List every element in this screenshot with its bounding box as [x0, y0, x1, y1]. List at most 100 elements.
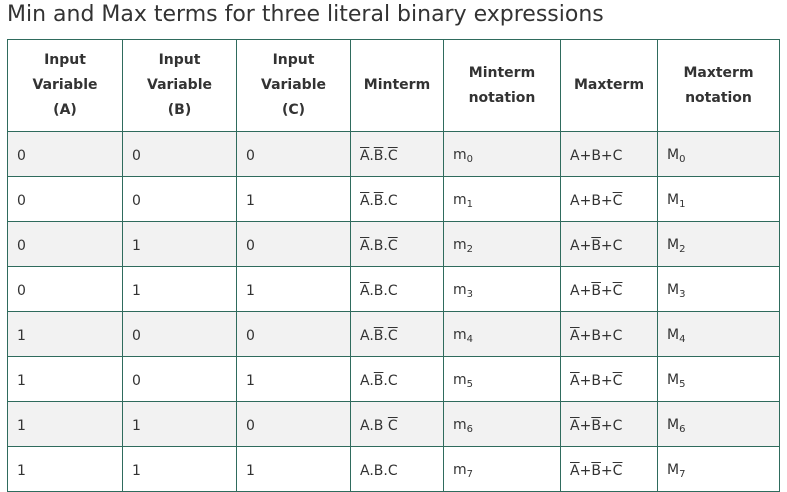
complemented-literal: C [612, 462, 623, 479]
expression-symbol: A [360, 327, 370, 344]
column-header: Input Variable (C) [236, 39, 351, 132]
table-row: 0 1 0 A.B.C m2 A+B+C M2 [7, 221, 780, 267]
maxterm-cell: A+B+C [560, 131, 658, 177]
input-c-cell: 1 [236, 176, 351, 222]
expression-symbol: B [373, 417, 384, 434]
notation-base: M [667, 236, 680, 253]
expression-symbol: A [360, 462, 370, 479]
notation-subscript: 6 [466, 423, 474, 435]
expression-symbol: . [383, 192, 388, 209]
complemented-literal: A [570, 327, 580, 344]
minterm-notation-cell: m5 [443, 356, 561, 402]
notation-base: m [453, 146, 467, 163]
complemented-literal: A [360, 147, 370, 164]
table-body: 0 0 0 A.B.C m0 A+B+C M0 0 0 1 A.B.C m1 A+B+C M1 0 1 0 A.B… [7, 131, 780, 492]
minterm-cell: A.B C [350, 401, 444, 447]
notation-base: m [453, 416, 467, 433]
input-c-cell: 1 [236, 356, 351, 402]
complemented-literal: C [612, 192, 623, 209]
notation-subscript: 2 [679, 243, 686, 255]
notation-base: M [667, 461, 680, 478]
column-header-line: Variable [32, 77, 98, 93]
maxterm-notation-cell: M2 [657, 221, 780, 267]
notation-subscript: 7 [466, 468, 474, 480]
minmax-table: Input Variable (A) Input Variable (B) Input Var… [7, 39, 780, 492]
minterm-cell: A.B.C [350, 311, 444, 357]
header-row: Input Variable (A) Input Variable (B) Input Var… [7, 39, 780, 132]
input-a-cell: 0 [7, 266, 123, 312]
notation-base: M [667, 416, 680, 433]
expression-symbol: + [579, 147, 592, 164]
maxterm-cell: A+B+C [560, 266, 658, 312]
notation-subscript: 1 [466, 198, 474, 210]
expression-symbol: C [387, 462, 398, 479]
column-header-line: Variable [147, 77, 212, 93]
column-header-line: Maxterm [683, 64, 754, 81]
complemented-literal: C [612, 372, 623, 389]
minterm-notation-cell: m0 [443, 131, 561, 177]
expression-symbol: + [600, 147, 613, 164]
maxterm-notation-cell: M6 [657, 401, 780, 447]
input-b-cell: 0 [122, 356, 237, 402]
minterm-cell: A.B.C [350, 356, 444, 402]
notation-subscript: 0 [466, 153, 474, 165]
column-header-line: Variable [261, 77, 326, 93]
column-header-line: (B) [167, 102, 192, 118]
input-c-cell: 0 [236, 311, 351, 357]
complemented-literal: B [373, 192, 384, 209]
notation-subscript: 5 [466, 378, 474, 390]
expression-symbol: A [570, 192, 580, 209]
minterm-notation-cell: m2 [443, 221, 561, 267]
column-header-line: (C) [281, 102, 306, 118]
notation-base: M [667, 371, 680, 388]
expression-symbol: . [369, 192, 374, 209]
expression-symbol: + [579, 372, 592, 389]
expression-symbol: + [579, 462, 592, 479]
maxterm-cell: A+B+C [560, 221, 658, 267]
input-c-cell: 1 [236, 266, 351, 312]
expression-symbol: B [373, 282, 384, 299]
expression-symbol: + [600, 192, 613, 209]
complemented-literal: B [591, 237, 601, 254]
table-row: 0 0 0 A.B.C m0 A+B+C M0 [7, 131, 780, 177]
column-header: Minterm [350, 39, 444, 132]
table-row: 1 1 1 A.B.C m7 A+B+C M7 [7, 446, 780, 492]
maxterm-cell: A+B+C [560, 446, 658, 492]
column-header-line: notation [468, 89, 536, 106]
expression-symbol: . [369, 462, 374, 479]
minterm-cell: A.B.C [350, 446, 444, 492]
column-header: Minterm notation [443, 39, 561, 132]
notation-subscript: 2 [466, 243, 474, 255]
maxterm-notation-cell: M4 [657, 311, 780, 357]
table-row: 1 0 0 A.B.C m4 A+B+C M4 [7, 311, 780, 357]
expression-symbol: + [600, 372, 613, 389]
column-header-line: Input [44, 52, 86, 68]
input-c-cell: 0 [236, 401, 351, 447]
notation-base: M [667, 326, 680, 343]
notation-base: m [453, 191, 467, 208]
expression-symbol: C [612, 147, 623, 164]
expression-symbol: A [360, 372, 370, 389]
expression-symbol: B [373, 237, 384, 254]
complemented-literal: B [373, 372, 384, 389]
complemented-literal: C [612, 282, 623, 299]
maxterm-notation-cell: M3 [657, 266, 780, 312]
table-row: 0 1 1 A.B.C m3 A+B+C M3 [7, 266, 780, 312]
expression-symbol: C [612, 417, 623, 434]
column-header-line: Input [158, 52, 201, 68]
expression-symbol: + [600, 417, 613, 434]
expression-symbol: B [373, 462, 384, 479]
table-row: 0 0 1 A.B.C m1 A+B+C M1 [7, 176, 780, 222]
complemented-literal: B [373, 147, 384, 164]
expression-symbol: . [369, 417, 374, 434]
complemented-literal: B [591, 282, 601, 299]
column-header: Maxterm notation [657, 39, 780, 132]
complemented-literal: A [570, 462, 580, 479]
input-c-cell: 1 [236, 446, 351, 492]
input-b-cell: 1 [122, 401, 237, 447]
maxterm-cell: A+B+C [560, 356, 658, 402]
expression-symbol: . [369, 147, 374, 164]
notation-base: m [453, 371, 467, 388]
notation-subscript: 4 [466, 333, 474, 345]
